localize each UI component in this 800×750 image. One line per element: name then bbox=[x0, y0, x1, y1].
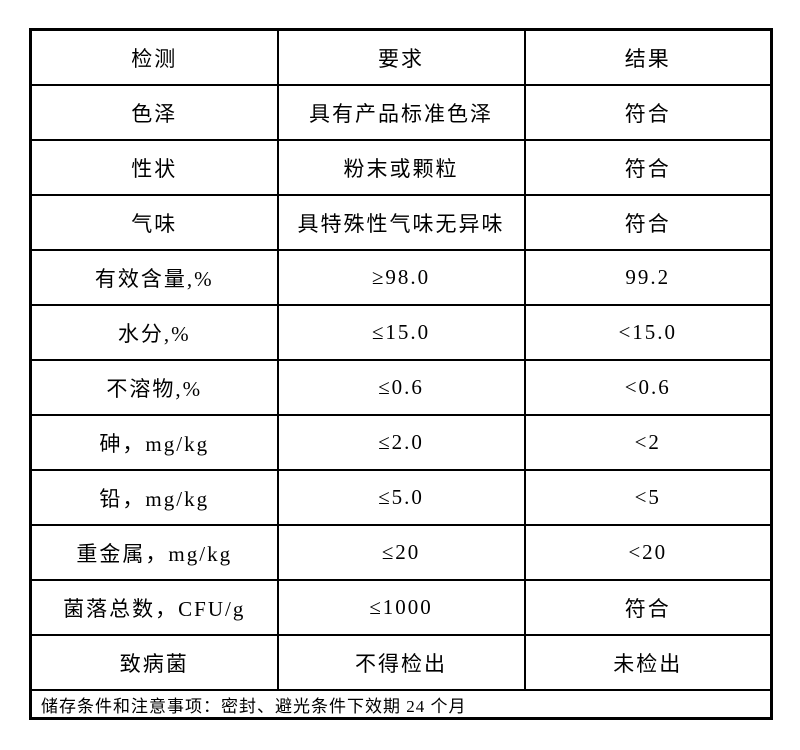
storage-note: 储存条件和注意事项：密封、避光条件下效期 24 个月 bbox=[29, 689, 773, 720]
cell-requirement: ≤2.0 bbox=[276, 414, 526, 471]
cell-item: 不溶物,% bbox=[29, 359, 279, 416]
cell-requirement: 具有产品标准色泽 bbox=[276, 84, 526, 141]
table-row: 致病菌 不得检出 未检出 bbox=[29, 634, 773, 691]
inspection-table: 检测 要求 结果 色泽 具有产品标准色泽 符合 性状 粉末或颗粒 符合 气味 具… bbox=[29, 28, 773, 720]
cell-result: 符合 bbox=[523, 139, 773, 196]
cell-item: 重金属，mg/kg bbox=[29, 524, 279, 581]
cell-item: 色泽 bbox=[29, 84, 279, 141]
table-row: 有效含量,% ≥98.0 99.2 bbox=[29, 249, 773, 306]
cell-result: <15.0 bbox=[523, 304, 773, 361]
cell-result: 符合 bbox=[523, 579, 773, 636]
table-row: 气味 具特殊性气味无异味 符合 bbox=[29, 194, 773, 251]
cell-requirement: ≤5.0 bbox=[276, 469, 526, 526]
cell-result: <20 bbox=[523, 524, 773, 581]
table-row: 菌落总数，CFU/g ≤1000 符合 bbox=[29, 579, 773, 636]
cell-item: 菌落总数，CFU/g bbox=[29, 579, 279, 636]
cell-requirement: ≤20 bbox=[276, 524, 526, 581]
table-header-row: 检测 要求 结果 bbox=[29, 28, 773, 86]
cell-requirement: 粉末或颗粒 bbox=[276, 139, 526, 196]
cell-result: <2 bbox=[523, 414, 773, 471]
table-footer-row: 储存条件和注意事项：密封、避光条件下效期 24 个月 bbox=[29, 689, 773, 720]
table-row: 水分,% ≤15.0 <15.0 bbox=[29, 304, 773, 361]
header-cell-result: 结果 bbox=[523, 28, 773, 86]
cell-requirement: 具特殊性气味无异味 bbox=[276, 194, 526, 251]
cell-item: 气味 bbox=[29, 194, 279, 251]
cell-result: 符合 bbox=[523, 194, 773, 251]
table-row: 不溶物,% ≤0.6 <0.6 bbox=[29, 359, 773, 416]
cell-result: 未检出 bbox=[523, 634, 773, 691]
cell-requirement: 不得检出 bbox=[276, 634, 526, 691]
table-row: 砷，mg/kg ≤2.0 <2 bbox=[29, 414, 773, 471]
cell-result: 符合 bbox=[523, 84, 773, 141]
table-row: 性状 粉末或颗粒 符合 bbox=[29, 139, 773, 196]
header-cell-test: 检测 bbox=[29, 28, 279, 86]
cell-item: 砷，mg/kg bbox=[29, 414, 279, 471]
table-row: 色泽 具有产品标准色泽 符合 bbox=[29, 84, 773, 141]
cell-requirement: ≤0.6 bbox=[276, 359, 526, 416]
table-row: 重金属，mg/kg ≤20 <20 bbox=[29, 524, 773, 581]
cell-result: <5 bbox=[523, 469, 773, 526]
cell-requirement: ≤15.0 bbox=[276, 304, 526, 361]
cell-requirement: ≤1000 bbox=[276, 579, 526, 636]
table-row: 铅，mg/kg ≤5.0 <5 bbox=[29, 469, 773, 526]
cell-requirement: ≥98.0 bbox=[276, 249, 526, 306]
cell-result: 99.2 bbox=[523, 249, 773, 306]
cell-item: 水分,% bbox=[29, 304, 279, 361]
cell-item: 性状 bbox=[29, 139, 279, 196]
header-cell-requirement: 要求 bbox=[276, 28, 526, 86]
cell-item: 有效含量,% bbox=[29, 249, 279, 306]
cell-result: <0.6 bbox=[523, 359, 773, 416]
cell-item: 致病菌 bbox=[29, 634, 279, 691]
cell-item: 铅，mg/kg bbox=[29, 469, 279, 526]
